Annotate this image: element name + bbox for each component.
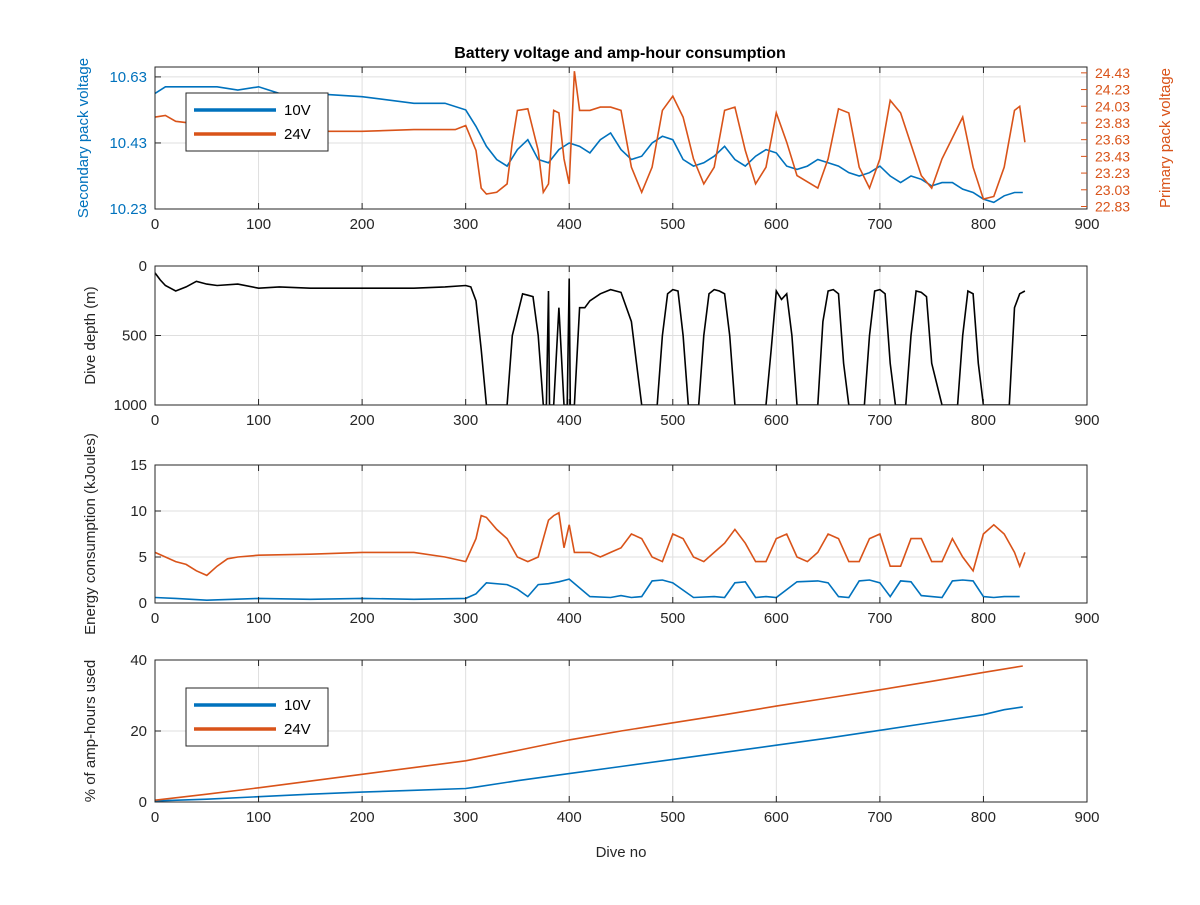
series-line-10v (155, 578, 1020, 602)
y2-tick-label: 23.63 (1095, 132, 1130, 148)
x-tick-label: 500 (660, 216, 685, 233)
y2-tick-label: 24.23 (1095, 82, 1130, 98)
y-tick-label: 500 (122, 328, 147, 345)
x-tick-label: 200 (350, 412, 375, 429)
x-tick-label: 100 (246, 809, 271, 826)
legend-label-24v: 24V (284, 721, 311, 738)
subplot-2: 0 100 200 300 400 500 600 700 800 900 0 500 1000 Dive… (82, 258, 1100, 429)
y-tick-label: 0 (139, 595, 147, 612)
x-tick-label: 0 (151, 412, 159, 429)
series-line-10v (155, 85, 1023, 204)
figure-title: Battery voltage and amp-hour consumption (454, 45, 786, 62)
x-tick-label: 900 (1074, 412, 1099, 429)
axes-box (154, 464, 1088, 604)
x-tick-label: 0 (151, 610, 159, 627)
x-tick-label: 900 (1074, 216, 1099, 233)
x-tick-label: 400 (557, 809, 582, 826)
y-axis-label: Energy consumption (kJoules) (82, 433, 99, 635)
x-tick-label: 300 (453, 412, 478, 429)
x-tick-label: 500 (660, 610, 685, 627)
x-tick-label: 800 (971, 809, 996, 826)
x-tick-label: 900 (1074, 809, 1099, 826)
series-line-24v (155, 71, 1026, 200)
y-axis-label: Dive depth (m) (82, 286, 99, 384)
subplot-3: 0 100 200 300 400 500 600 700 800 900 0 5 10 15 Energy… (82, 433, 1100, 635)
y2-tick-label: 23.23 (1095, 165, 1130, 181)
legend-label-10v: 10V (284, 697, 311, 714)
y-tick-label: 15 (130, 457, 147, 474)
x-tick-label: 300 (453, 809, 478, 826)
subplot-1: 0 100 200 300 400 500 600 700 800 900 10.23 10.43 10… (75, 58, 1174, 233)
x-tick-label: 600 (764, 216, 789, 233)
y2-tick-label: 23.43 (1095, 148, 1130, 164)
y2-tick-label: 22.83 (1095, 198, 1130, 214)
x-tick-label: 500 (660, 412, 685, 429)
x-tick-label: 100 (246, 610, 271, 627)
y2-tick-label: 23.83 (1095, 115, 1130, 131)
y-tick-label: 0 (139, 794, 147, 811)
y-tick-label: 20 (130, 723, 147, 740)
subplot-4: 0 100 200 300 400 500 600 700 800 900 0 20 40 % of am… (82, 652, 1100, 861)
x-tick-label: 300 (453, 216, 478, 233)
series-line-24v (155, 511, 1026, 577)
x-tick-label: 700 (867, 610, 892, 627)
y-axis-label: % of amp-hours used (82, 660, 99, 803)
series-line-24v (155, 665, 1023, 801)
x-tick-label: 800 (971, 412, 996, 429)
y-tick-label: 10 (130, 503, 147, 520)
legend-box (185, 687, 329, 747)
x-tick-label: 600 (764, 610, 789, 627)
x-tick-label: 100 (246, 216, 271, 233)
y2-tick-label: 23.03 (1095, 182, 1130, 198)
y-tick-label: 0 (139, 258, 147, 275)
plot-area (155, 465, 1087, 603)
x-axis-label: Dive no (596, 844, 647, 861)
y-axis-label: Secondary pack voltage (75, 58, 92, 218)
y-tick-label: 5 (139, 549, 147, 566)
y2-axis-label: Primary pack voltage (1157, 68, 1174, 208)
x-tick-label: 0 (151, 809, 159, 826)
x-tick-label: 400 (557, 610, 582, 627)
x-tick-label: 200 (350, 809, 375, 826)
legend-label-10v: 10V (284, 102, 311, 119)
x-tick-label: 100 (246, 412, 271, 429)
y-tick-label: 10.23 (109, 201, 147, 218)
x-tick-label: 0 (151, 216, 159, 233)
y-tick-label: 1000 (114, 397, 147, 414)
x-tick-label: 900 (1074, 610, 1099, 627)
x-tick-label: 300 (453, 610, 478, 627)
x-tick-label: 800 (971, 610, 996, 627)
x-tick-label: 600 (764, 412, 789, 429)
series-line-depth (155, 272, 1026, 405)
x-tick-label: 500 (660, 809, 685, 826)
x-tick-label: 200 (350, 610, 375, 627)
x-tick-label: 400 (557, 216, 582, 233)
x-tick-label: 700 (867, 412, 892, 429)
y-tick-label: 40 (130, 652, 147, 669)
x-tick-label: 700 (867, 809, 892, 826)
x-tick-label: 800 (971, 216, 996, 233)
y2-tick-label: 24.43 (1095, 65, 1130, 81)
x-tick-label: 600 (764, 809, 789, 826)
legend-label-24v: 24V (284, 126, 311, 143)
series-line-10v (155, 706, 1023, 802)
y-tick-label: 10.63 (109, 69, 147, 86)
y2-tick-label: 24.03 (1095, 98, 1130, 114)
x-tick-label: 400 (557, 412, 582, 429)
x-tick-label: 700 (867, 216, 892, 233)
x-tick-label: 200 (350, 216, 375, 233)
legend-box (185, 92, 329, 152)
axes-box (154, 66, 1088, 210)
y-tick-label: 10.43 (109, 135, 147, 152)
